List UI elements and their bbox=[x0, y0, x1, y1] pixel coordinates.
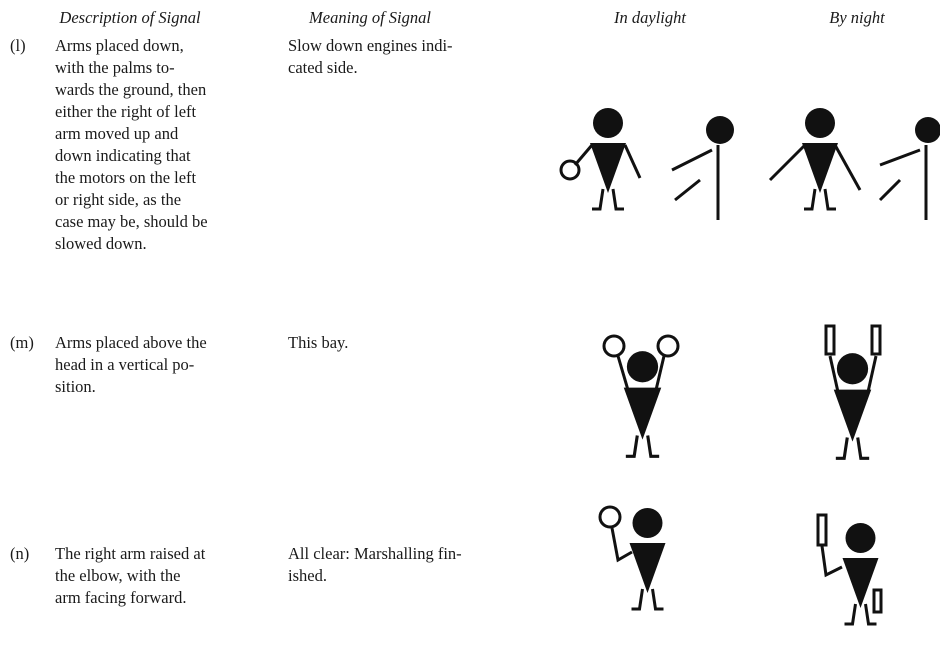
description-line: The right arm raised at bbox=[55, 544, 206, 563]
description-line: or right side, as the bbox=[55, 190, 182, 209]
description-line: either the right of left bbox=[55, 102, 197, 121]
figure-l-daylight bbox=[559, 106, 734, 220]
description-line: Arms placed down, bbox=[55, 36, 184, 55]
description-line: slowed down. bbox=[55, 234, 147, 253]
description-line: arm moved up and bbox=[55, 124, 179, 143]
description-line: case may be, should be bbox=[55, 212, 208, 231]
meaning: All clear: Marshalling fin-ished. bbox=[288, 543, 462, 587]
description: Arms placed above the head in a vertical … bbox=[55, 332, 207, 398]
description-line: head in a vertical po- bbox=[55, 355, 195, 374]
description: Arms placed down, with the palms to-wards… bbox=[55, 35, 208, 255]
figure-m-night bbox=[824, 324, 882, 461]
figure-l-night bbox=[768, 106, 940, 220]
column-header: Meaning of Signal bbox=[309, 8, 431, 27]
figure-n-night bbox=[816, 513, 883, 626]
description-line: arm facing forward. bbox=[55, 588, 187, 607]
column-header: In daylight bbox=[614, 8, 686, 27]
meaning-line: Slow down engines indi- bbox=[288, 36, 453, 55]
description-line: Arms placed above the bbox=[55, 333, 207, 352]
meaning: This bay. bbox=[288, 332, 348, 354]
row-label: (m) bbox=[10, 333, 34, 352]
meaning-line: cated side. bbox=[288, 58, 358, 77]
row-label: (l) bbox=[10, 36, 26, 55]
row-label: (n) bbox=[10, 544, 30, 563]
figure-m-daylight bbox=[602, 334, 680, 459]
description-line: sition. bbox=[55, 377, 96, 396]
description-line: down indicating that bbox=[55, 146, 191, 165]
meaning-line: All clear: Marshalling fin- bbox=[288, 544, 462, 563]
description-line: with the palms to- bbox=[55, 58, 175, 77]
column-header: By night bbox=[829, 8, 885, 27]
description: The right arm raised at the elbow, with t… bbox=[55, 543, 205, 609]
description-line: wards the ground, then bbox=[55, 80, 207, 99]
description-line: the elbow, with the bbox=[55, 566, 181, 585]
meaning-line: ished. bbox=[288, 566, 327, 585]
figure-n-daylight bbox=[598, 505, 668, 611]
description-line: the motors on the left bbox=[55, 168, 197, 187]
meaning-line: This bay. bbox=[288, 333, 349, 352]
meaning: Slow down engines indi-cated side. bbox=[288, 35, 453, 79]
column-header: Description of Signal bbox=[59, 8, 201, 27]
